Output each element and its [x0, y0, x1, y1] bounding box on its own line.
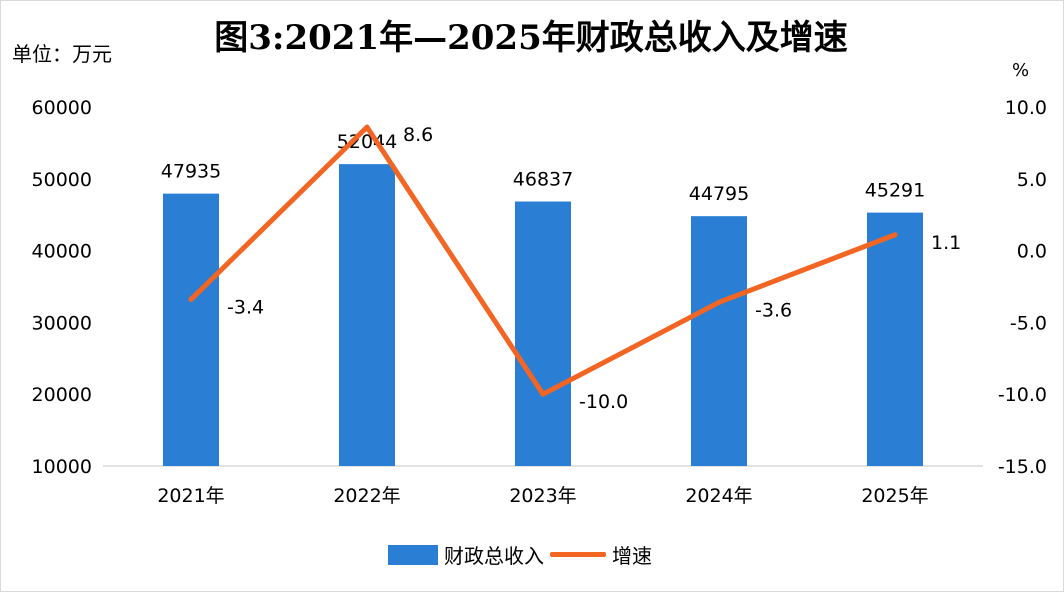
bar-value-label: 45291	[865, 180, 925, 202]
growth-point	[188, 296, 194, 302]
growth-value-label: -10.0	[579, 391, 628, 413]
left-unit-label: 单位：万元	[12, 42, 112, 66]
right-axis-tick-label: -10.0	[998, 384, 1047, 406]
right-axis-tick-label: 10.0	[1005, 97, 1047, 119]
bar	[691, 216, 747, 466]
right-axis-tick-label: -15.0	[998, 456, 1047, 478]
bar	[163, 193, 219, 466]
growth-value-label: -3.6	[755, 299, 792, 321]
right-axis-tick-label: 5.0	[1017, 169, 1047, 191]
left-axis-tick-label: 60000	[32, 97, 92, 119]
legend-bar-label: 财政总收入	[444, 544, 544, 568]
growth-value-label: 1.1	[931, 232, 961, 254]
x-axis-tick-label: 2023年	[509, 485, 576, 507]
bar-value-label: 46837	[513, 169, 573, 191]
left-axis-tick-label: 10000	[32, 456, 92, 478]
legend-item-line: 增速	[544, 540, 652, 569]
growth-point	[716, 299, 722, 305]
growth-value-label: 8.6	[403, 124, 433, 146]
growth-value-label: -3.4	[227, 296, 264, 318]
legend-item-bar: 财政总收入	[388, 540, 544, 569]
bar-value-label: 47935	[161, 161, 221, 183]
left-axis-tick-label: 50000	[32, 169, 92, 191]
x-axis-tick-label: 2025年	[861, 485, 928, 507]
x-axis-tick-label: 2022年	[333, 485, 400, 507]
left-axis-tick-label: 40000	[32, 241, 92, 263]
growth-point	[540, 391, 546, 397]
left-axis-tick-label: 20000	[32, 384, 92, 406]
x-axis-tick-label: 2024年	[685, 485, 752, 507]
legend-line-swatch	[550, 552, 606, 557]
x-axis-tick-label: 2021年	[157, 485, 224, 507]
legend-line-label: 增速	[612, 544, 652, 568]
bar-value-label: 44795	[689, 183, 749, 205]
bar	[515, 201, 571, 466]
chart-title: 图3:2021年—2025年财政总收入及增速	[214, 18, 848, 58]
bar	[867, 212, 923, 466]
chart-legend: 财政总收入 增速	[388, 540, 652, 569]
bar	[339, 164, 395, 466]
left-axis-tick-label: 30000	[32, 312, 92, 334]
right-axis-tick-label: -5.0	[1010, 312, 1047, 334]
legend-bar-swatch	[388, 544, 438, 565]
right-axis-tick-label: 0.0	[1017, 241, 1047, 263]
right-unit-label: %	[1012, 60, 1030, 81]
growth-point	[892, 232, 898, 238]
growth-point	[364, 124, 370, 130]
